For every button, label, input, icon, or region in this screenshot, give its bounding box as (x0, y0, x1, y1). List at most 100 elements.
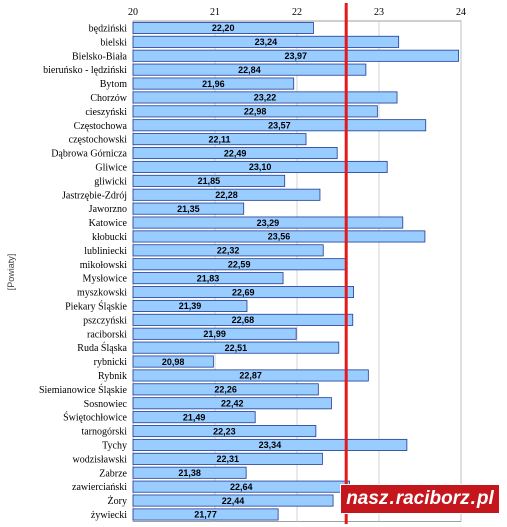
data-label: 21,96 (202, 79, 225, 89)
data-label: 21,49 (183, 412, 206, 422)
category-label: raciborski (87, 329, 127, 340)
data-label: 22,98 (244, 107, 267, 117)
category-label: kłobucki (92, 232, 127, 243)
watermark-part3: pl (476, 488, 494, 509)
watermark-part2: raciborz (395, 488, 470, 509)
data-label: 21,85 (198, 176, 221, 186)
category-label: Rybnik (98, 371, 127, 382)
category-label: Piekary Śląskie (65, 300, 127, 312)
category-label: gliwicki (94, 176, 127, 187)
data-label: 22,84 (238, 65, 261, 75)
bar (132, 327, 297, 340)
x-tick-label: 22 (292, 7, 302, 18)
data-label: 23,10 (249, 162, 272, 172)
category-label: Jaworzno (89, 204, 127, 215)
bar (132, 355, 214, 368)
data-label: 20,98 (162, 357, 185, 367)
bar (132, 202, 245, 215)
category-label: mikołowski (80, 260, 127, 271)
data-label: 22,32 (217, 246, 240, 256)
category-label: wodzisławski (73, 454, 128, 465)
data-label: 23,97 (285, 51, 308, 61)
category-label: bielski (100, 37, 127, 48)
bar (132, 438, 408, 451)
bar (132, 133, 307, 146)
category-label: Żory (108, 495, 127, 507)
bar (132, 188, 321, 201)
data-label: 22,44 (222, 496, 245, 506)
watermark-separator: . (389, 488, 395, 509)
x-tick-label: 21 (210, 7, 220, 18)
bar (132, 383, 319, 396)
category-label: Sosnowiec (84, 399, 128, 410)
category-label: myszkowski (77, 288, 127, 299)
data-label: 22,51 (225, 343, 248, 353)
data-label: 21,38 (178, 468, 201, 478)
data-label: 22,11 (208, 134, 230, 144)
watermark-separator-2: . (470, 488, 476, 509)
data-label: 22,59 (228, 259, 251, 269)
bars-layer (132, 21, 459, 521)
bar (132, 299, 248, 312)
category-label: bieruńsko - lędziński (43, 65, 127, 76)
data-label: 22,49 (224, 148, 247, 158)
category-label: Częstochowa (74, 121, 128, 132)
grid-layer (132, 20, 462, 522)
data-label: 22,31 (216, 454, 239, 464)
category-label: rybnicki (94, 357, 128, 368)
data-label: 22,68 (232, 315, 255, 325)
data-label: 23,24 (255, 37, 278, 47)
bar (132, 119, 427, 132)
bar (132, 160, 388, 173)
bar (132, 21, 314, 34)
category-label: Gliwice (95, 162, 127, 173)
category-label: Siemianowice Śląskie (39, 384, 128, 396)
category-label: żywiecki (91, 510, 127, 521)
bar (132, 244, 324, 257)
bar (132, 49, 459, 62)
category-label: częstochowski (69, 135, 128, 146)
bar (132, 174, 286, 187)
data-label: 22,87 (239, 371, 262, 381)
bar (132, 77, 295, 90)
data-label: 21,77 (194, 510, 217, 520)
bar (132, 425, 317, 438)
bar (132, 272, 284, 285)
category-label: Ruda Śląska (77, 342, 127, 354)
x-tick-label: 20 (128, 7, 138, 18)
category-label: Dąbrowa Górnicza (51, 149, 127, 160)
bar (132, 466, 247, 479)
bar (132, 35, 400, 48)
data-label: 23,22 (254, 93, 277, 103)
data-label: 23,56 (268, 232, 291, 242)
category-label: Zabrze (99, 468, 127, 479)
bar (132, 230, 426, 243)
bar (132, 313, 354, 326)
category-label: Bielsko-Biała (72, 51, 128, 62)
bar (132, 91, 398, 104)
bar (132, 216, 404, 229)
category-label: lubliniecki (84, 246, 127, 257)
bar (132, 105, 378, 118)
data-label: 23,34 (259, 440, 282, 450)
data-label: 22,20 (212, 23, 235, 33)
category-label: Bytom (100, 79, 127, 90)
bar (132, 147, 338, 160)
y-axis-title: [Powiaty] (6, 254, 16, 291)
bar (132, 494, 334, 507)
data-label: 22,42 (221, 398, 244, 408)
data-label: 21,83 (197, 273, 220, 283)
data-label: 22,64 (230, 482, 253, 492)
data-label: 22,26 (214, 385, 237, 395)
labels-layer: 20 21 22 23 24 będziński 22,20 bielski 23,24 Biel… (39, 7, 466, 521)
category-label: pszczyński (83, 315, 127, 326)
bar (132, 369, 369, 382)
category-label: Chorzów (90, 93, 127, 104)
category-label: Mysłowice (83, 274, 128, 285)
bar (132, 508, 279, 521)
data-label: 22,69 (232, 287, 255, 297)
data-label: 21,39 (179, 301, 202, 311)
data-label: 21,99 (203, 329, 226, 339)
